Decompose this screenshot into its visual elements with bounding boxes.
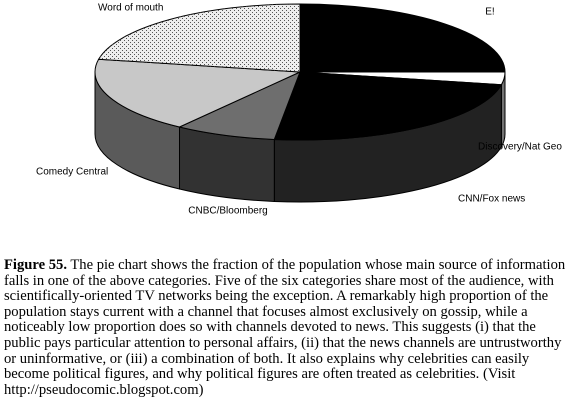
slice-label: Discovery/Nat Geo xyxy=(478,142,562,153)
slice-label: Comedy Central xyxy=(36,167,108,178)
slice-label: E! xyxy=(485,7,494,18)
chart: E! Discovery/Nat Geo CNN/Fox news CNBC/Bloo… xyxy=(36,3,562,217)
slice-label: Word of mouth xyxy=(98,3,163,14)
slice-label: CNBC/Bloomberg xyxy=(188,206,267,217)
caption-label: Figure 55. xyxy=(4,257,67,273)
slice-label: CNN/Fox news xyxy=(458,194,525,205)
pie-slice xyxy=(273,71,503,141)
caption: Figure 55. The pie chart shows the fract… xyxy=(4,257,572,398)
pie-slice xyxy=(299,3,506,73)
caption-text: The pie chart shows the fraction of the … xyxy=(4,257,566,398)
pie-slice-pattern xyxy=(98,4,301,72)
pie-slice xyxy=(94,58,301,128)
pie-slice xyxy=(177,71,301,140)
